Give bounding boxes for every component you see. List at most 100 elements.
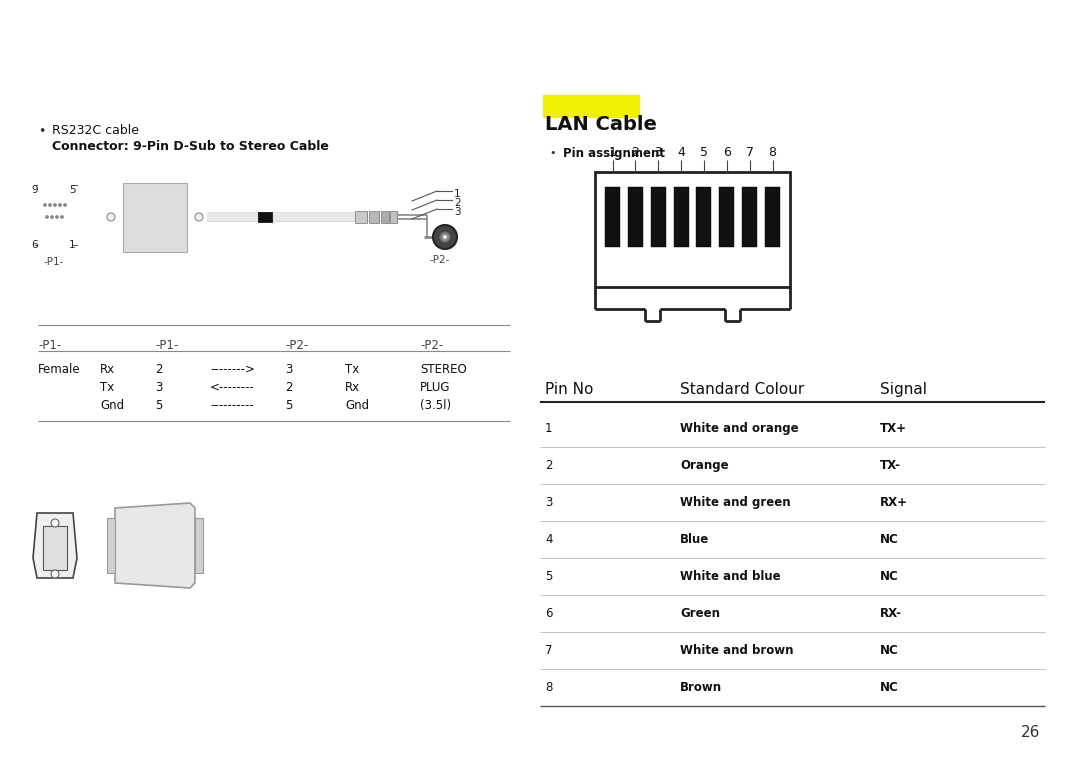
Text: 1: 1 xyxy=(545,422,553,435)
Bar xyxy=(742,187,757,247)
Text: 1: 1 xyxy=(454,189,461,199)
Text: 2: 2 xyxy=(545,459,553,472)
Text: 5: 5 xyxy=(285,399,293,412)
Text: NC: NC xyxy=(880,644,899,657)
Bar xyxy=(697,187,712,247)
Text: RS232C cable: RS232C cable xyxy=(52,124,139,137)
Text: RX-: RX- xyxy=(880,607,902,620)
Text: White and green: White and green xyxy=(680,496,791,509)
Bar xyxy=(674,187,689,247)
Text: NC: NC xyxy=(880,533,899,546)
Text: Rx: Rx xyxy=(345,381,360,394)
Circle shape xyxy=(443,235,447,239)
Text: 3: 3 xyxy=(654,146,662,159)
Bar xyxy=(355,211,367,223)
Text: -------->: --------> xyxy=(210,363,255,376)
Circle shape xyxy=(55,215,58,218)
Text: Blue: Blue xyxy=(680,533,710,546)
Text: Green: Green xyxy=(680,607,720,620)
Text: 8: 8 xyxy=(769,146,777,159)
Text: 26: 26 xyxy=(1021,725,1040,740)
Text: 4: 4 xyxy=(545,533,553,546)
Text: STEREO: STEREO xyxy=(420,363,467,376)
Polygon shape xyxy=(114,503,195,588)
Text: Gnd: Gnd xyxy=(345,399,369,412)
Text: Pin assignment: Pin assignment xyxy=(563,147,665,160)
Text: Tx: Tx xyxy=(100,381,114,394)
Circle shape xyxy=(49,204,52,207)
Text: 2: 2 xyxy=(454,198,461,208)
Circle shape xyxy=(51,215,54,218)
Text: Connector: 9-Pin D-Sub to Stereo Cable: Connector: 9-Pin D-Sub to Stereo Cable xyxy=(52,140,329,153)
Text: 5: 5 xyxy=(69,185,76,195)
Text: -P2-: -P2- xyxy=(430,255,450,265)
Text: 8: 8 xyxy=(545,681,552,694)
Text: LAN Cable: LAN Cable xyxy=(545,115,657,134)
Polygon shape xyxy=(107,518,114,573)
Bar xyxy=(390,211,397,223)
Text: White and orange: White and orange xyxy=(680,422,798,435)
Bar xyxy=(381,211,389,223)
Text: -P1-: -P1- xyxy=(43,257,64,267)
Text: NC: NC xyxy=(880,570,899,583)
Text: •: • xyxy=(38,125,45,138)
Text: -P1-: -P1- xyxy=(38,339,62,352)
Circle shape xyxy=(43,204,46,207)
Text: 5: 5 xyxy=(156,399,162,412)
Text: 9: 9 xyxy=(31,185,38,195)
Text: Signal: Signal xyxy=(880,382,927,397)
Bar xyxy=(719,187,734,247)
Circle shape xyxy=(107,213,114,221)
Bar xyxy=(369,211,379,223)
Bar xyxy=(123,183,187,252)
Bar xyxy=(651,187,665,247)
Text: -P2-: -P2- xyxy=(285,339,308,352)
Text: 7: 7 xyxy=(745,146,754,159)
Text: 5: 5 xyxy=(700,146,707,159)
Circle shape xyxy=(54,204,56,207)
Text: RX+: RX+ xyxy=(880,496,908,509)
Text: (3.5l): (3.5l) xyxy=(420,399,451,412)
Circle shape xyxy=(51,519,59,527)
Text: 3: 3 xyxy=(156,381,162,394)
Text: Pin No: Pin No xyxy=(545,382,593,397)
Bar xyxy=(595,172,789,287)
Text: 2: 2 xyxy=(156,363,162,376)
Text: -P1-: -P1- xyxy=(156,339,178,352)
Circle shape xyxy=(195,213,203,221)
Text: White and blue: White and blue xyxy=(680,570,781,583)
Text: PLUG: PLUG xyxy=(420,381,450,394)
Text: 3: 3 xyxy=(285,363,293,376)
Text: 6: 6 xyxy=(723,146,731,159)
Text: -P2-: -P2- xyxy=(420,339,443,352)
Text: Brown: Brown xyxy=(680,681,723,694)
Text: 6: 6 xyxy=(545,607,553,620)
Text: 3: 3 xyxy=(545,496,552,509)
Text: 2: 2 xyxy=(632,146,639,159)
Text: NC: NC xyxy=(880,681,899,694)
Text: 7: 7 xyxy=(545,644,553,657)
Circle shape xyxy=(58,204,62,207)
Text: 4: 4 xyxy=(677,146,685,159)
Text: •: • xyxy=(549,148,555,158)
Text: 1: 1 xyxy=(608,146,617,159)
Text: TX-: TX- xyxy=(880,459,901,472)
Circle shape xyxy=(64,204,67,207)
Text: Tx: Tx xyxy=(345,363,360,376)
Text: Standard Colour: Standard Colour xyxy=(680,382,805,397)
Circle shape xyxy=(433,225,457,249)
Text: <--------: <-------- xyxy=(210,381,255,394)
Polygon shape xyxy=(195,518,203,573)
Text: Gnd: Gnd xyxy=(100,399,124,412)
Text: 3: 3 xyxy=(454,207,461,217)
Text: TX+: TX+ xyxy=(880,422,907,435)
Text: 1: 1 xyxy=(69,240,76,250)
Bar xyxy=(765,187,780,247)
Text: White and brown: White and brown xyxy=(680,644,794,657)
Bar xyxy=(605,187,620,247)
Circle shape xyxy=(45,215,49,218)
Circle shape xyxy=(440,232,450,242)
Text: 5: 5 xyxy=(545,570,552,583)
Bar xyxy=(627,187,643,247)
Bar xyxy=(258,212,272,222)
